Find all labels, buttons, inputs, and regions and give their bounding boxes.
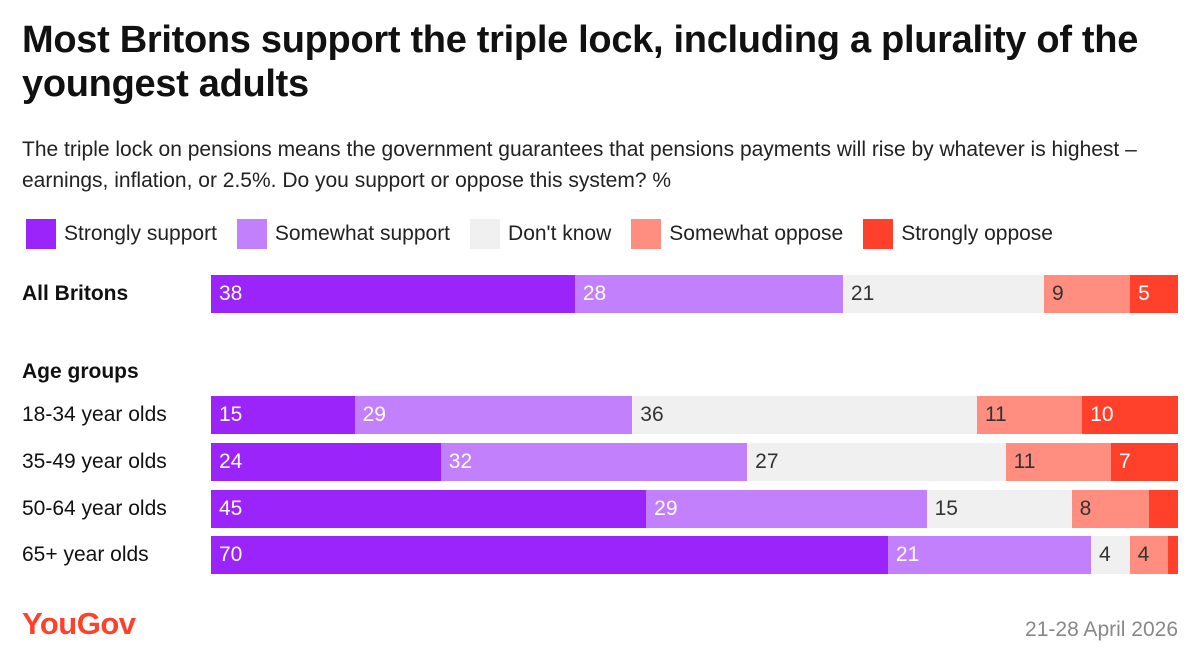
data-label: 4 xyxy=(1137,543,1150,566)
legend-swatch xyxy=(863,219,894,249)
data-label: 15 xyxy=(934,497,958,520)
legend-swatch xyxy=(631,219,662,249)
legend-swatch xyxy=(470,219,501,249)
yougov-logo: YouGov xyxy=(22,606,136,641)
data-label: 38 xyxy=(219,282,243,305)
bar-row: 24 32 27 11 7 xyxy=(211,443,1178,481)
data-label: 21 xyxy=(850,282,875,305)
bar-segment xyxy=(1129,536,1169,574)
bar-segment xyxy=(887,536,1091,574)
bar-segment xyxy=(646,490,927,528)
legend-label: Don't know xyxy=(508,222,612,245)
bar-segment xyxy=(1005,443,1111,481)
category-label: All Britons xyxy=(22,282,129,305)
category-label: 18-34 year olds xyxy=(22,403,167,426)
bar-segment xyxy=(211,396,355,434)
category-label: 35-49 year olds xyxy=(22,450,167,473)
category-label: 65+ year olds xyxy=(22,543,149,566)
legend-label: Strongly oppose xyxy=(901,222,1053,245)
legend: Strongly support Somewhat support Don't kn… xyxy=(26,219,1073,249)
data-label: 28 xyxy=(582,282,607,305)
bar-segment xyxy=(1148,490,1178,528)
data-label: 45 xyxy=(219,497,243,520)
data-label: 32 xyxy=(448,450,473,473)
age-groups-heading: Age groups xyxy=(22,360,139,383)
category-label: 50-64 year olds xyxy=(22,497,167,520)
bar-segment xyxy=(211,536,888,574)
legend-item: Somewhat oppose xyxy=(631,219,843,249)
bar-segment xyxy=(1071,490,1149,528)
legend-label: Strongly support xyxy=(64,222,217,245)
data-label: 24 xyxy=(219,450,243,473)
bar-segment xyxy=(354,396,633,434)
bar-segment xyxy=(1110,443,1178,481)
bar-segment xyxy=(976,396,1083,434)
bar-segment xyxy=(1043,275,1131,313)
bar-segment xyxy=(211,275,575,313)
fieldwork-date: 21-28 April 2026 xyxy=(1025,618,1178,641)
bar-segment xyxy=(747,443,1006,481)
bar-segment xyxy=(211,490,647,528)
legend-swatch xyxy=(236,219,267,249)
bar-segment xyxy=(440,443,748,481)
bar-segment xyxy=(574,275,843,313)
bar-row: 70 21 4 4 xyxy=(211,536,1178,574)
data-label: 4 xyxy=(1098,543,1111,566)
data-label: 11 xyxy=(1013,450,1036,473)
legend-swatch xyxy=(26,219,56,249)
data-label: 5 xyxy=(1138,282,1150,305)
data-label: 11 xyxy=(984,403,1007,426)
legend-item: Strongly support xyxy=(26,219,217,249)
data-label: 10 xyxy=(1090,403,1114,426)
bar-segment xyxy=(842,275,1044,313)
data-label: 27 xyxy=(755,450,779,473)
bar-row: 38 28 21 9 5 xyxy=(211,275,1178,313)
chart-title: Most Britons support the triple lock, in… xyxy=(22,19,1139,105)
data-label: 29 xyxy=(362,403,386,426)
bar-segment xyxy=(1168,536,1178,574)
bar-segment xyxy=(211,443,441,481)
data-label: 70 xyxy=(219,543,243,566)
data-label: 9 xyxy=(1051,282,1064,305)
legend-item: Somewhat support xyxy=(236,219,451,249)
bar-segment xyxy=(1090,536,1130,574)
data-label: 15 xyxy=(219,403,243,426)
bar-segment xyxy=(632,396,977,434)
data-label: 8 xyxy=(1079,497,1092,520)
data-label: 29 xyxy=(654,497,678,520)
legend-item: Strongly oppose xyxy=(863,219,1053,249)
legend-item: Don't know xyxy=(470,219,611,249)
data-label: 7 xyxy=(1118,450,1131,473)
bar-segment xyxy=(1130,275,1178,313)
bar-row: 45 29 15 8 xyxy=(211,490,1178,528)
bar-row: 15 29 36 11 10 xyxy=(211,396,1178,434)
data-label: 36 xyxy=(640,403,664,426)
bar-segment xyxy=(1082,396,1178,434)
legend-label: Somewhat support xyxy=(274,222,451,245)
data-label: 21 xyxy=(895,543,920,566)
chart-subtitle: The triple lock on pensions means the go… xyxy=(22,138,1137,192)
bar-segment xyxy=(926,490,1072,528)
legend-label: Somewhat oppose xyxy=(669,222,844,245)
